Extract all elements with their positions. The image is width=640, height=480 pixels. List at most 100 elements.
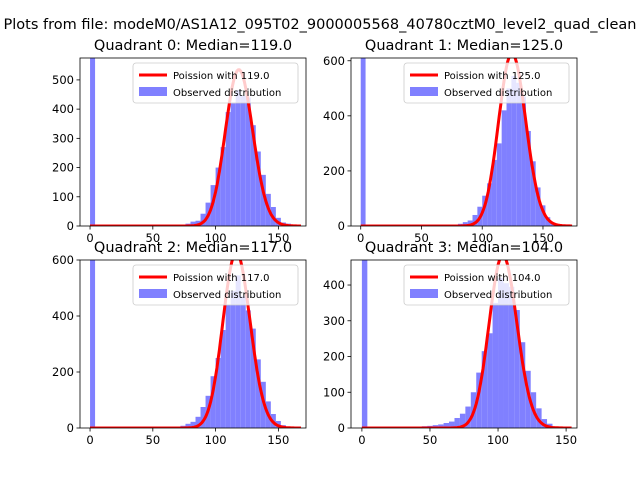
legend-bar-swatch bbox=[139, 87, 167, 96]
x-tick-label: 150 bbox=[267, 231, 289, 245]
histogram-bar bbox=[525, 130, 531, 226]
legend-bar-swatch bbox=[410, 289, 438, 298]
y-tick-label: 300 bbox=[52, 131, 74, 145]
legend-poisson-label: Poission with 104.0 bbox=[444, 273, 540, 284]
y-tick-label: 500 bbox=[52, 73, 74, 87]
histogram-bar bbox=[230, 290, 236, 428]
histogram-bar bbox=[90, 58, 96, 226]
histogram-bar bbox=[360, 58, 366, 226]
histogram-bar bbox=[467, 220, 473, 226]
y-tick-label: 200 bbox=[323, 350, 345, 364]
histogram-bar bbox=[498, 277, 504, 428]
histogram-bar bbox=[496, 143, 502, 226]
y-tick-label: 0 bbox=[338, 421, 345, 435]
histogram-bar bbox=[190, 221, 196, 226]
y-tick-label: 600 bbox=[52, 253, 74, 267]
histogram-bar bbox=[472, 214, 478, 226]
histogram-bar bbox=[525, 370, 531, 428]
histogram-bar bbox=[449, 421, 455, 428]
legend-box bbox=[403, 62, 570, 104]
histogram-bar bbox=[462, 222, 468, 226]
histogram-bar bbox=[443, 422, 450, 428]
histogram-bar bbox=[220, 147, 226, 226]
axes-frame bbox=[79, 259, 307, 429]
x-tick-label: 0 bbox=[358, 433, 365, 447]
legend-observed-label: Observed distribution bbox=[444, 290, 552, 301]
x-tick-label: 50 bbox=[146, 433, 161, 447]
axes-frame bbox=[350, 259, 578, 429]
axes-frame bbox=[350, 57, 578, 227]
histogram-bar bbox=[454, 417, 460, 428]
legend-poisson-label: Poission with 117.0 bbox=[173, 273, 269, 284]
histogram-bar bbox=[255, 359, 261, 428]
histogram-bar bbox=[200, 407, 206, 428]
histogram-bar bbox=[481, 351, 488, 428]
y-tick-label: 0 bbox=[67, 421, 74, 435]
histogram-bar bbox=[465, 406, 471, 428]
quadrant-2-panel: Quadrant 2: Median=117.0 0 50 100 150 0 200 400… bbox=[52, 240, 307, 447]
histogram-bar bbox=[240, 296, 246, 428]
y-tick-label: 200 bbox=[52, 161, 74, 175]
histogram-bar bbox=[195, 416, 201, 428]
legend-box bbox=[132, 264, 299, 306]
quadrant-0-panel: Quadrant 0: Median=119.0 0 50 100 150 0 100 200… bbox=[52, 38, 307, 245]
x-tick-label: 50 bbox=[423, 433, 438, 447]
y-tick-label: 100 bbox=[52, 190, 74, 204]
y-tick-label: 0 bbox=[67, 219, 74, 233]
x-tick-label: 0 bbox=[86, 433, 93, 447]
histogram-bar bbox=[235, 275, 241, 428]
legend-poisson-label: Poission with 125.0 bbox=[444, 71, 540, 82]
histogram-bar bbox=[185, 423, 191, 428]
histogram-bar bbox=[250, 125, 256, 226]
legend-observed-label: Observed distribution bbox=[444, 88, 552, 99]
y-tick-label: 300 bbox=[323, 314, 345, 328]
histogram-bar bbox=[487, 183, 492, 226]
x-tick-label: 0 bbox=[86, 231, 93, 245]
axes-frame bbox=[79, 57, 307, 227]
quadrant-1-title: Quadrant 1: Median=125.0 bbox=[365, 38, 563, 54]
quadrant-1-plot-area bbox=[360, 58, 573, 226]
histogram-bar bbox=[200, 213, 206, 226]
histogram-bar bbox=[487, 333, 493, 428]
histogram-bar bbox=[215, 358, 221, 428]
x-tick-label: 150 bbox=[555, 433, 577, 447]
histogram-bar bbox=[492, 302, 499, 428]
histogram-bar bbox=[225, 304, 231, 428]
histogram-bar bbox=[90, 260, 96, 428]
quadrant-0-plot-area bbox=[89, 58, 302, 226]
quadrant-3-plot-area bbox=[361, 260, 572, 428]
histogram-bar bbox=[260, 174, 266, 226]
poisson-curve bbox=[89, 68, 302, 226]
histogram-bar bbox=[491, 159, 497, 226]
x-tick-label: 0 bbox=[357, 231, 364, 245]
histogram-bar bbox=[476, 372, 482, 428]
legend-bar-swatch bbox=[410, 87, 438, 96]
x-tick-label: 100 bbox=[471, 231, 493, 245]
y-tick-label: 0 bbox=[338, 219, 345, 233]
histogram-bar bbox=[235, 90, 241, 226]
histogram-bar bbox=[540, 205, 546, 226]
quadrant-panels: Quadrant 0: Median=119.0 0 50 100 150 0 100 200… bbox=[52, 38, 578, 447]
poisson-curve bbox=[361, 260, 572, 428]
histogram-bar bbox=[501, 110, 507, 226]
x-tick-label: 100 bbox=[205, 433, 227, 447]
x-tick-label: 100 bbox=[205, 231, 227, 245]
y-tick-label: 400 bbox=[52, 102, 74, 116]
y-tick-label: 400 bbox=[323, 278, 345, 292]
quadrant-3-panel: Quadrant 3: Median=104.0 0 50 100 150 0 100 200… bbox=[323, 240, 578, 447]
legend-box bbox=[403, 264, 570, 306]
histogram-bar bbox=[240, 95, 246, 226]
histogram-bar bbox=[245, 310, 251, 428]
histogram-bar bbox=[535, 187, 541, 226]
histogram-bar bbox=[482, 195, 488, 226]
histogram-bar bbox=[438, 424, 444, 428]
histogram-bar bbox=[516, 82, 522, 226]
y-tick-label: 400 bbox=[323, 109, 345, 123]
legend: Poission with 125.0 Observed distribution bbox=[403, 62, 570, 104]
quadrant-2-plot-area bbox=[89, 260, 302, 428]
histogram-bar bbox=[508, 286, 515, 428]
figure-suptitle: Plots from file: modeM0/AS1A12_095T02_90… bbox=[4, 17, 637, 33]
histogram-bar bbox=[511, 75, 517, 226]
histogram-bar bbox=[225, 112, 231, 226]
